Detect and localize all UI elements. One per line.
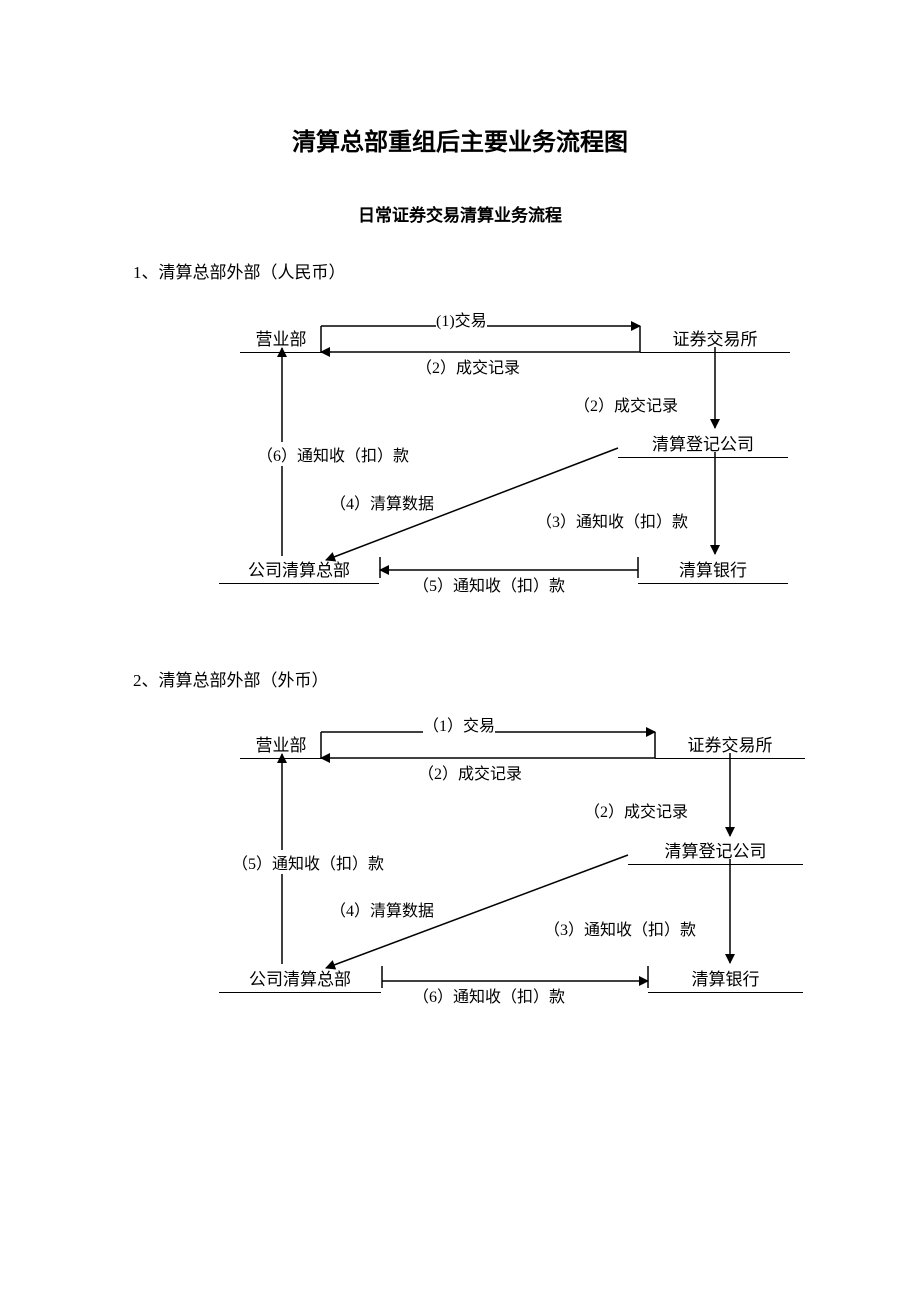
node-exchange-1: 证券交易所 — [640, 325, 790, 353]
node-clearing-reg-2: 清算登记公司 — [628, 837, 803, 865]
edge2-5-notify: （5）通知收（扣）款 — [232, 850, 384, 874]
edge-2a-record: （2）成交记录 — [416, 354, 520, 378]
edge2-4-data: （4）清算数据 — [330, 897, 434, 921]
edge2-3-notify: （3）通知收（扣）款 — [544, 916, 696, 940]
node-company-hq-2: 公司清算总部 — [219, 965, 381, 993]
edge-2b-record: （2）成交记录 — [574, 392, 678, 416]
edge2-6-notify: （6）通知收（扣）款 — [413, 983, 565, 1007]
edge-1-trade: (1)交易 — [436, 307, 487, 331]
node-exchange-2: 证券交易所 — [655, 731, 805, 759]
edge-6-notify: （6）通知收（扣）款 — [257, 442, 409, 466]
edge2-1-trade: （1）交易 — [423, 712, 495, 736]
edge2-2a-record: （2）成交记录 — [418, 760, 522, 784]
edge2-2b-record: （2）成交记录 — [584, 798, 688, 822]
page-title: 清算总部重组后主要业务流程图 — [0, 122, 920, 157]
node-sales-dept-1: 营业部 — [240, 325, 322, 353]
section2-heading: 2、清算总部外部（外币） — [133, 666, 329, 691]
node-clearing-bank-1: 清算银行 — [638, 556, 788, 584]
node-sales-dept-2: 营业部 — [240, 731, 322, 759]
node-clearing-bank-2: 清算银行 — [648, 965, 803, 993]
node-company-hq-1: 公司清算总部 — [219, 556, 379, 584]
edge-5-notify: （5）通知收（扣）款 — [413, 572, 565, 596]
page-subtitle: 日常证券交易清算业务流程 — [0, 201, 920, 226]
node-clearing-reg-1: 清算登记公司 — [618, 430, 788, 458]
edge-4-data: （4）清算数据 — [330, 490, 434, 514]
edge-3-notify: （3）通知收（扣）款 — [536, 508, 688, 532]
section1-heading: 1、清算总部外部（人民币） — [133, 258, 346, 283]
